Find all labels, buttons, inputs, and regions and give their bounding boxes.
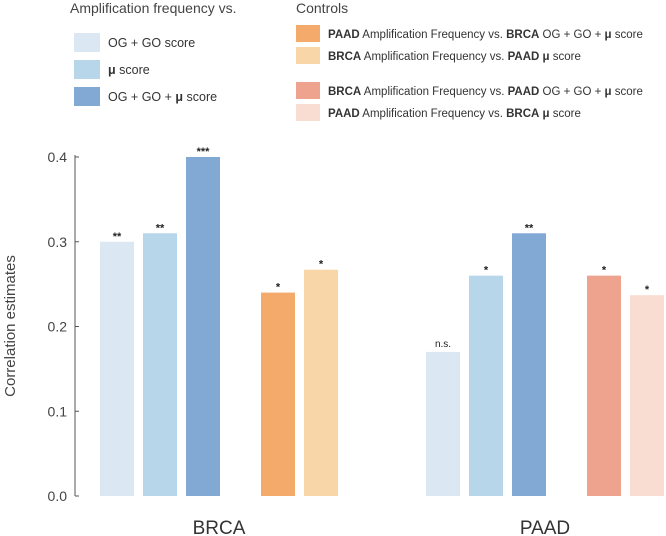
legend-swatch-amp-2 [74, 87, 100, 106]
legend-swatch-amp-1 [74, 60, 100, 79]
group-label-paad: PAAD [520, 518, 570, 536]
sig-label-paad-3: * [602, 265, 607, 277]
sig-label-brca-1: ** [156, 222, 165, 234]
bar-brca-1 [143, 233, 177, 496]
y-axis: 0.0 0.1 0.2 0.3 0.4 Correlation estimates [2, 149, 79, 504]
bar-paad-3 [587, 275, 621, 496]
bar-paad-0 [426, 351, 460, 496]
legend-swatch-control-1 [296, 47, 320, 64]
legend-swatch-amp-0 [74, 33, 100, 52]
legend-swatch-control-2 [296, 82, 320, 99]
y-axis-label: Correlation estimates [2, 255, 19, 397]
bar-brca-3 [261, 292, 295, 496]
legend-label-control-3: PAAD Amplification Frequency vs. BRCA μ … [328, 108, 581, 120]
sig-label-paad-2: ** [525, 222, 534, 234]
sig-label-brca-0: ** [113, 231, 122, 243]
y-tick-label-1: 0.1 [48, 403, 68, 419]
bar-paad-1 [469, 275, 503, 496]
legend-label-amp-1: μ score [108, 63, 150, 77]
sig-label-brca-4: * [319, 259, 324, 271]
legend-label-amp-0: OG + GO score [108, 36, 195, 50]
sig-label-paad-1: * [484, 265, 489, 277]
bar-brca-4 [304, 269, 338, 496]
bar-paad-4 [630, 295, 664, 496]
legend-swatch-control-0 [296, 25, 320, 42]
legend-swatch-control-3 [296, 104, 320, 121]
sig-label-brca-2: *** [197, 146, 211, 158]
group-label-brca: BRCA [193, 518, 246, 536]
legend-label-control-1: BRCA Amplification Frequency vs. PAAD μ … [328, 51, 581, 63]
y-tick-label-2: 0.2 [48, 319, 68, 335]
legend-label-control-0: PAAD Amplification Frequency vs. BRCA OG… [328, 29, 643, 41]
bar-paad-2 [512, 233, 546, 496]
sig-label-brca-3: * [276, 282, 281, 294]
y-tick-label-0: 0.0 [48, 488, 68, 504]
bar-brca-2 [186, 157, 220, 496]
sig-label-paad-4: * [645, 284, 650, 296]
legend-label-control-2: BRCA Amplification Frequency vs. PAAD OG… [328, 86, 643, 98]
y-tick-label-3: 0.3 [48, 234, 68, 250]
bar-brca-0 [100, 241, 134, 496]
legend-label-amp-2: OG + GO + μ score [108, 90, 217, 104]
y-tick-label-4: 0.4 [48, 149, 68, 165]
legend: Amplification frequency vs. OG + GO score… [70, 0, 643, 121]
sig-label-paad-0: n.s. [435, 339, 451, 350]
legend-title-amplification: Amplification frequency vs. [70, 0, 237, 16]
legend-title-controls: Controls [296, 0, 348, 16]
